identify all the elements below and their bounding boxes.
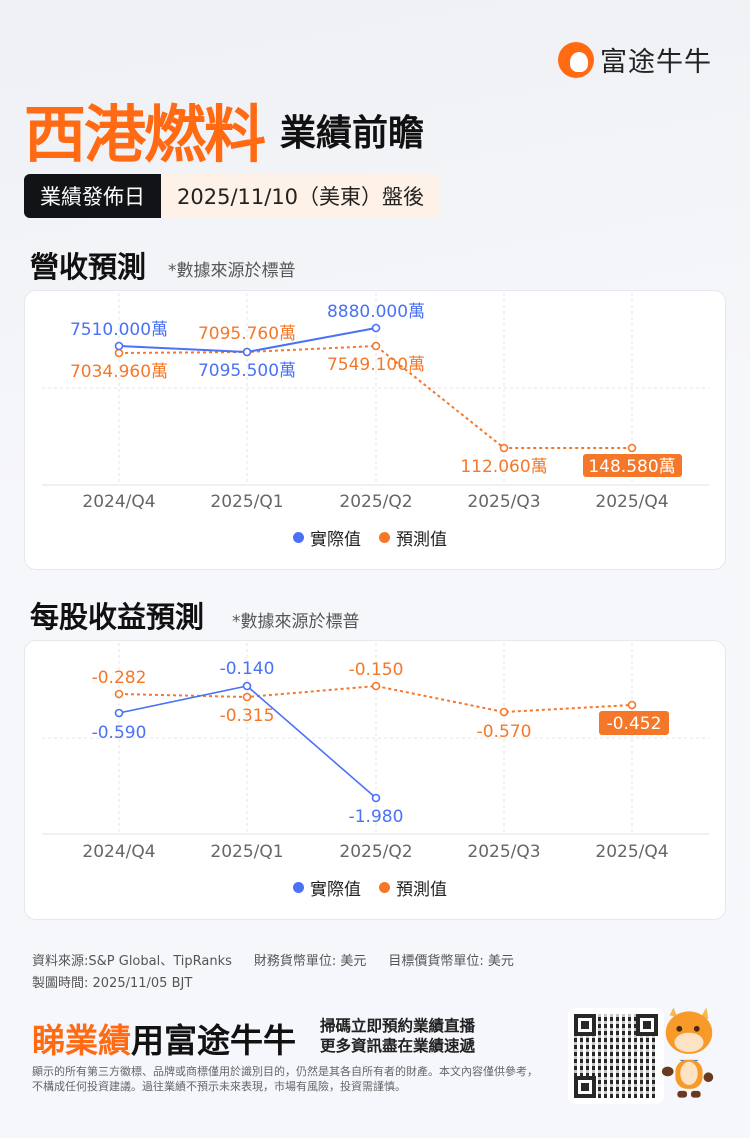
forecast-dot-icon xyxy=(379,882,390,893)
chart-made-time: 製圖時間: 2025/11/05 BJT xyxy=(32,976,193,991)
actual-dot-icon xyxy=(293,882,304,893)
svg-text:2025/Q4: 2025/Q4 xyxy=(595,492,668,512)
svg-text:7095.760萬: 7095.760萬 xyxy=(198,324,296,344)
financial-currency: 財務貨幣單位: 美元 xyxy=(253,954,367,969)
legend-forecast[interactable]: 預測值 xyxy=(396,530,447,550)
revenue-chart: 7510.000萬 7095.500萬 8880.000萬 7034.960萬 … xyxy=(42,293,709,512)
svg-text:-0.140: -0.140 xyxy=(220,659,275,679)
svg-text:-0.570: -0.570 xyxy=(477,722,532,742)
revenue-note: *數據來源於標普 xyxy=(168,261,296,281)
svg-text:7510.000萬: 7510.000萬 xyxy=(70,320,168,340)
qr-code-icon xyxy=(574,1014,658,1098)
futu-logo: 富途牛牛 xyxy=(558,40,712,79)
promo-line-1: 掃碼立即預約業績直播 xyxy=(320,1017,476,1035)
eps-legend: 實際值 預測值 xyxy=(293,875,447,900)
legend-actual[interactable]: 實際值 xyxy=(310,880,361,900)
legend-actual[interactable]: 實際值 xyxy=(310,530,361,550)
footer-source-row: 資料來源:S&P Global、TipRanks 財務貨幣單位: 美元 目標價貨… xyxy=(32,950,514,969)
disclaimer: 顯示的所有第三方徽標、品牌或商標僅用於識別目的，仍然是其各自所有者的財產。本文內… xyxy=(32,1065,538,1093)
bull-mascot-icon xyxy=(661,1007,714,1098)
svg-text:2025/Q2: 2025/Q2 xyxy=(339,492,412,512)
actual-dot-icon xyxy=(293,532,304,543)
svg-text:2025/Q1: 2025/Q1 xyxy=(210,842,283,862)
earnings-date-bar: 業績發佈日 2025/11/10（美東）盤後 xyxy=(24,174,441,218)
company-name: 西港燃料 xyxy=(24,98,266,171)
svg-text:7549.100萬: 7549.100萬 xyxy=(327,355,425,375)
revenue-chart-card: 7510.000萬 7095.500萬 8880.000萬 7034.960萬 … xyxy=(24,290,726,570)
svg-text:2025/Q2: 2025/Q2 xyxy=(339,842,412,862)
eps-chart-card: -0.590 -0.140 -1.980 -0.282 -0.315 -0.15… xyxy=(24,640,726,920)
svg-text:2024/Q4: 2024/Q4 xyxy=(82,492,155,512)
eps-title: 每股收益預測 xyxy=(30,600,205,634)
svg-text:2025/Q3: 2025/Q3 xyxy=(467,842,540,862)
svg-text:2025/Q3: 2025/Q3 xyxy=(467,492,540,512)
promo-orange: 睇業績 xyxy=(32,1021,131,1060)
svg-text:-0.315: -0.315 xyxy=(220,706,275,726)
svg-text:-0.590: -0.590 xyxy=(92,723,147,743)
eps-note: *數據來源於標普 xyxy=(232,612,360,632)
data-source: 資料來源:S&P Global、TipRanks xyxy=(32,954,232,969)
svg-text:112.060萬: 112.060萬 xyxy=(460,457,547,477)
svg-text:8880.000萬: 8880.000萬 xyxy=(327,302,425,322)
earnings-date-value: 2025/11/10（美東）盤後 xyxy=(161,174,441,218)
futu-bull-icon xyxy=(558,41,594,78)
page-subtitle: 業績前瞻 xyxy=(280,113,425,154)
svg-text:2025/Q1: 2025/Q1 xyxy=(210,492,283,512)
promo-side-text: 掃碼立即預約業績直播 更多資訊盡在業績速遞 xyxy=(320,1016,475,1056)
target-currency: 目標價貨幣單位: 美元 xyxy=(388,954,514,969)
promo-line-2: 更多資訊盡在業績速遞 xyxy=(320,1037,476,1055)
eps-chart: -0.590 -0.140 -1.980 -0.282 -0.315 -0.15… xyxy=(42,643,709,862)
promo-black: 用富途牛牛 xyxy=(131,1021,296,1060)
legend-forecast[interactable]: 預測值 xyxy=(396,880,447,900)
promo-slogan: 睇業績用富途牛牛 xyxy=(32,1014,296,1062)
forecast-dot-icon xyxy=(379,532,390,543)
svg-text:-0.150: -0.150 xyxy=(349,660,404,680)
svg-text:-0.452: -0.452 xyxy=(607,714,662,734)
svg-text:7095.500萬: 7095.500萬 xyxy=(198,361,296,381)
svg-text:-0.282: -0.282 xyxy=(92,668,147,688)
earnings-date-label: 業績發佈日 xyxy=(24,174,161,218)
svg-text:7034.960萬: 7034.960萬 xyxy=(70,362,168,382)
revenue-legend: 實際值 預測值 xyxy=(293,525,447,550)
logo-name: 富途牛牛 xyxy=(600,47,712,78)
qr-code[interactable] xyxy=(568,1008,664,1104)
svg-text:148.580萬: 148.580萬 xyxy=(588,457,675,477)
svg-text:2024/Q4: 2024/Q4 xyxy=(82,842,155,862)
revenue-title: 營收預測 xyxy=(30,250,147,284)
svg-text:2025/Q4: 2025/Q4 xyxy=(595,842,668,862)
svg-text:-1.980: -1.980 xyxy=(349,807,404,827)
